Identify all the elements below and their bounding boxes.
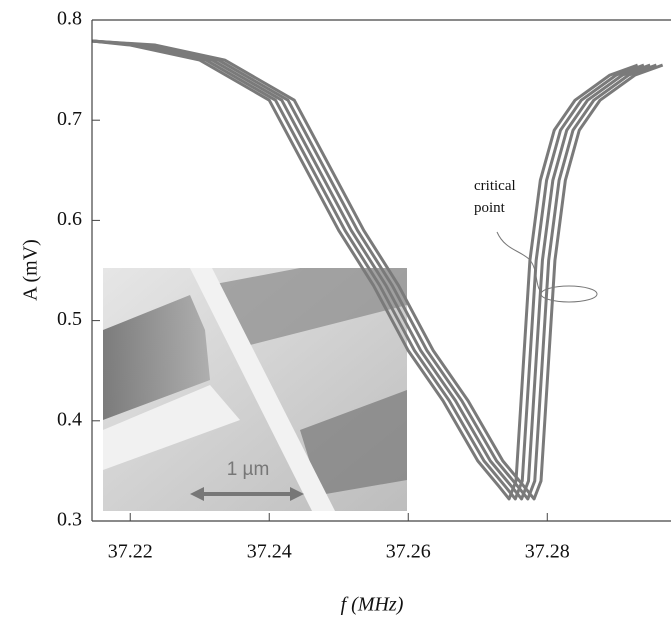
y-tick-label: 0.7 — [57, 108, 82, 130]
critical-ellipse — [540, 285, 598, 303]
curve — [91, 39, 639, 501]
x-tick-label: 37.28 — [525, 541, 570, 563]
curve — [91, 39, 651, 501]
y-tick-label: 0.4 — [57, 408, 82, 430]
inset-label: 1 µm — [227, 459, 270, 480]
curve — [91, 39, 664, 501]
x-tick-label: 37.22 — [108, 541, 153, 563]
x-tick-label: 37.24 — [247, 541, 292, 563]
x-tick-label: 37.26 — [386, 541, 431, 563]
x-axis-label: f (MHz) — [341, 594, 404, 616]
axes-frame — [91, 19, 671, 522]
y-axis-label: A (mV) — [20, 239, 42, 301]
inset-image: 1 µm — [103, 268, 407, 511]
annotation-line: critical — [474, 178, 516, 194]
y-tick-label: 0.3 — [57, 509, 82, 531]
y-tick-label: 0.5 — [57, 308, 82, 330]
annotation-leader — [496, 231, 542, 293]
annotation-line: point — [474, 200, 506, 216]
curve — [91, 39, 657, 501]
y-tick-label: 0.8 — [57, 8, 82, 30]
y-tick-label: 0.6 — [57, 208, 82, 230]
annotation: critical point — [474, 178, 516, 216]
curve — [91, 39, 645, 501]
